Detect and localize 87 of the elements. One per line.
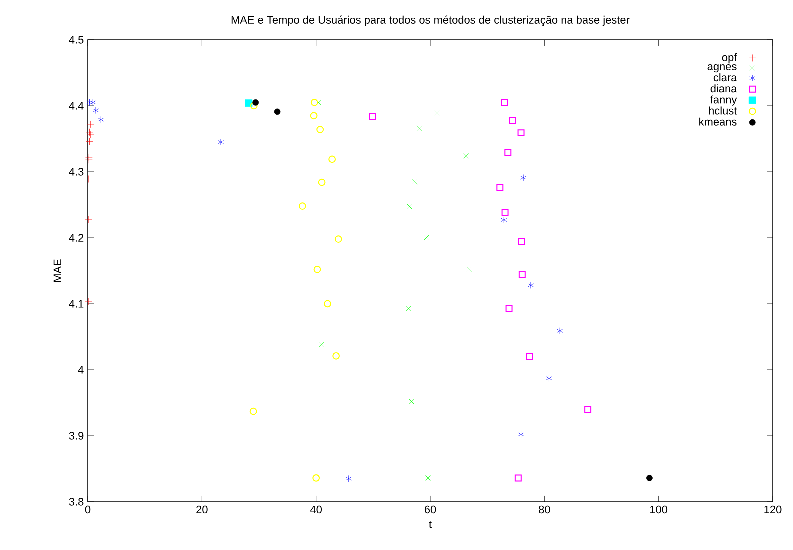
legend-label: diana — [710, 84, 738, 93]
x-tick-label: 20 — [196, 506, 208, 514]
point — [417, 126, 422, 132]
point — [528, 282, 534, 289]
point — [318, 342, 324, 348]
point — [557, 328, 564, 334]
point — [310, 112, 318, 120]
point — [412, 179, 418, 185]
point — [409, 399, 414, 404]
point — [90, 99, 96, 106]
point — [324, 300, 332, 308]
point — [434, 110, 440, 116]
point — [316, 126, 324, 134]
y-tick-label: 3.9 — [69, 432, 84, 440]
point — [318, 178, 326, 186]
y-tick-label: 4.1 — [69, 300, 84, 308]
point — [93, 107, 99, 114]
point — [346, 476, 352, 482]
point — [310, 99, 318, 106]
point — [84, 176, 92, 183]
y-tick-label: 4.2 — [69, 234, 84, 242]
x-tick-label: 60 — [424, 506, 436, 514]
point — [85, 156, 93, 164]
point — [86, 128, 94, 136]
point — [407, 204, 413, 210]
point — [369, 113, 376, 120]
point — [84, 216, 92, 224]
point — [406, 306, 412, 312]
point — [526, 353, 534, 360]
point — [424, 235, 430, 241]
point — [464, 153, 470, 159]
point — [518, 431, 524, 438]
x-tick-label: 100 — [650, 506, 668, 514]
point — [509, 117, 516, 124]
y-tick-label: 4 — [78, 366, 84, 374]
point — [466, 267, 472, 272]
x-tick-label: 120 — [764, 506, 782, 514]
point — [501, 216, 508, 224]
y-tick-label: 4.3 — [69, 168, 84, 176]
point — [646, 475, 653, 482]
legend-label: opf — [722, 53, 738, 64]
x-axis-title: t — [429, 521, 432, 528]
point — [584, 406, 592, 414]
point — [518, 130, 525, 137]
point — [252, 100, 260, 106]
point — [504, 149, 512, 156]
point — [316, 100, 322, 106]
legend-label: agnes — [708, 64, 737, 73]
point — [250, 408, 258, 416]
point — [496, 184, 504, 192]
legend-label: clara — [714, 74, 738, 82]
point — [86, 138, 94, 146]
point — [87, 120, 95, 128]
point — [250, 102, 258, 110]
point — [312, 474, 320, 482]
x-tick-label: 40 — [310, 506, 322, 514]
point — [84, 298, 92, 306]
legend-label: hclust — [709, 106, 738, 115]
chart-title: MAE e Tempo de Usuários para todos os métodos de clusterização na base jester — [232, 16, 630, 26]
y-tick-label: 3.8 — [69, 498, 84, 506]
legend-label: fanny — [710, 96, 738, 106]
point — [334, 236, 342, 243]
point — [502, 209, 509, 216]
point — [520, 174, 527, 182]
point — [245, 100, 253, 108]
x-tick-label: 80 — [539, 506, 550, 514]
x-tick-label: 0 — [85, 506, 91, 514]
point — [274, 108, 281, 116]
y-axis-title: MAE — [54, 260, 62, 282]
point — [218, 138, 224, 146]
point — [546, 375, 552, 382]
y-tick-label: 4.4 — [69, 102, 84, 110]
point — [298, 202, 306, 210]
point — [314, 266, 322, 274]
point — [328, 156, 336, 164]
point — [332, 352, 340, 360]
point — [518, 238, 526, 246]
point — [426, 476, 431, 481]
point — [86, 99, 93, 106]
point — [98, 116, 104, 124]
point — [514, 474, 522, 482]
point — [518, 271, 526, 278]
y-tick-label: 4.5 — [69, 36, 84, 44]
legend-label: kmeans — [700, 118, 737, 126]
point — [501, 99, 508, 106]
point — [87, 131, 95, 139]
point — [506, 305, 513, 312]
